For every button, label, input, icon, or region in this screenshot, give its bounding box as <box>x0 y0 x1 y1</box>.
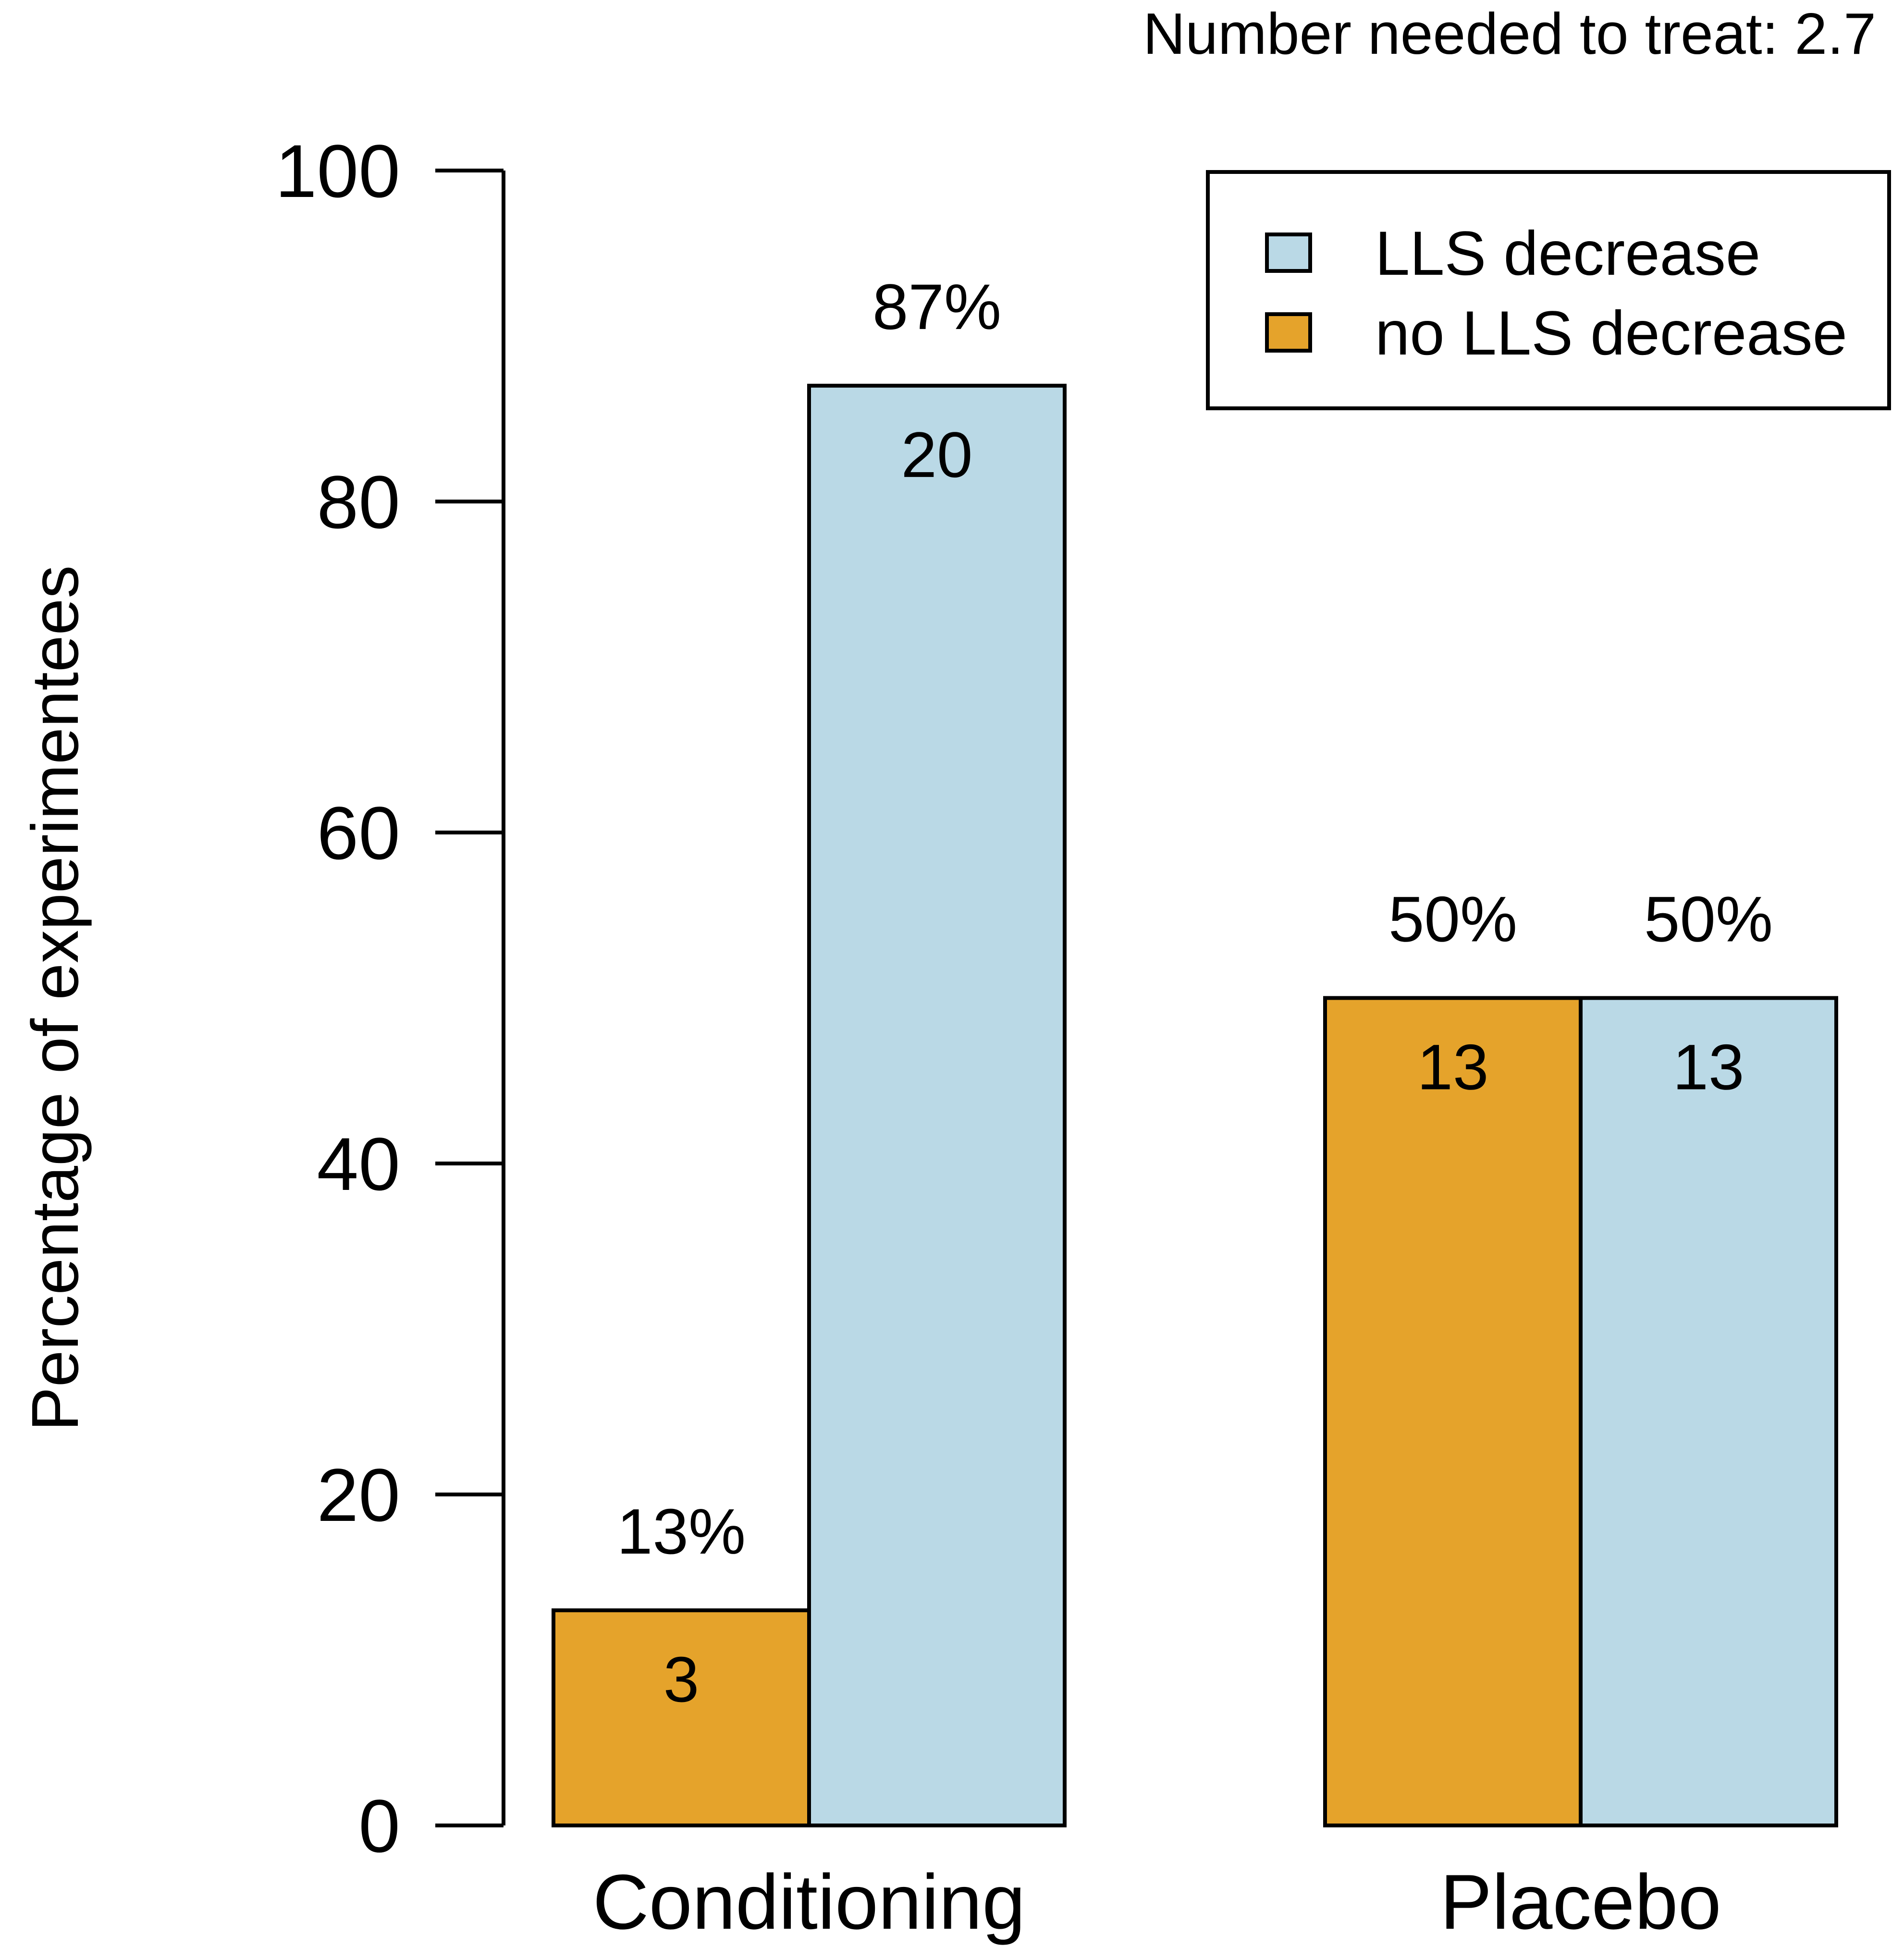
bar-count-label: 3 <box>663 1644 700 1715</box>
bar-count-label: 13 <box>1672 1032 1744 1103</box>
y-tick-label: 40 <box>317 1123 400 1206</box>
category-label: Conditioning <box>593 1859 1026 1946</box>
legend-swatch-lls-decrease <box>1265 233 1312 273</box>
bar-percent-label: 87% <box>872 271 1001 343</box>
nnt-annotation: Number needed to treat: 2.7 <box>1143 1 1876 66</box>
legend-label-no-lls-decrease: no LLS decrease <box>1375 298 1847 368</box>
y-tick-label: 80 <box>317 461 400 544</box>
y-tick-label: 60 <box>317 792 400 875</box>
bar <box>1323 996 1583 1827</box>
bar <box>1579 996 1838 1827</box>
category-label: Placebo <box>1440 1859 1721 1946</box>
y-tick-label: 0 <box>358 1785 400 1868</box>
legend-box <box>1206 170 1891 410</box>
category-labels: Conditioning Placebo <box>593 1859 1721 1946</box>
legend-swatch-no-lls-decrease <box>1265 312 1312 353</box>
y-tick-label: 20 <box>317 1454 400 1537</box>
y-axis: 0 20 40 60 80 100 <box>275 130 505 1868</box>
bar-percent-label: 13% <box>617 1496 746 1567</box>
bar <box>807 383 1067 1827</box>
legend: LLS decrease no LLS decrease <box>1206 170 1891 410</box>
legend-label-lls-decrease: LLS decrease <box>1375 218 1760 288</box>
y-tick-label: 100 <box>275 130 400 213</box>
bar-percent-label: 50% <box>1644 884 1773 955</box>
bars: 13% 3 87% 20 50% 13 50% 13 <box>552 271 1838 1827</box>
bar <box>552 1608 811 1827</box>
bar-count-label: 13 <box>1417 1032 1488 1103</box>
bar-percent-label: 50% <box>1388 884 1517 955</box>
bar-count-label: 20 <box>901 419 972 491</box>
y-axis-label: Percentage of experimentees <box>18 565 92 1432</box>
